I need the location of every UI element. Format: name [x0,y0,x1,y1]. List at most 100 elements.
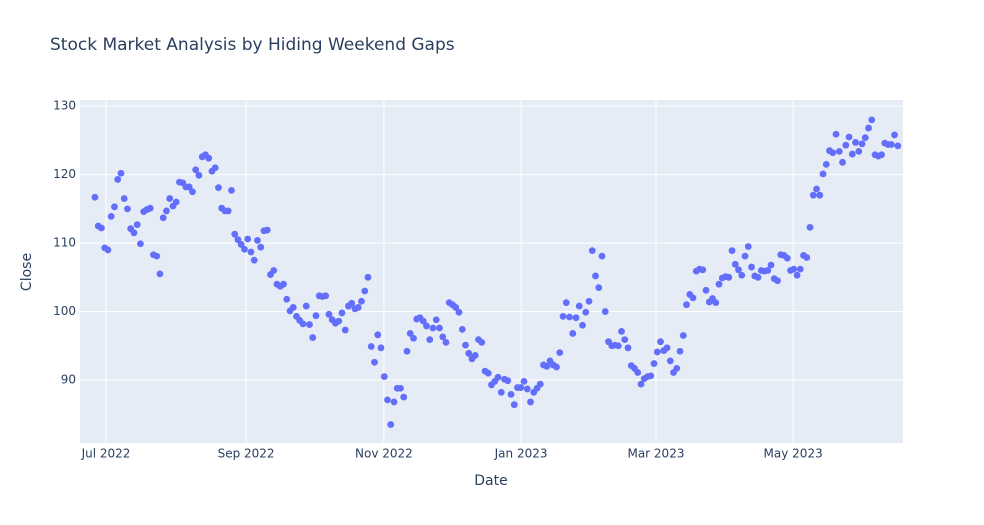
point [582,308,590,316]
point [774,277,781,285]
point [858,140,866,148]
point [410,334,417,342]
point [228,186,235,194]
point [566,313,573,321]
point [367,343,375,350]
x-tick-label: Jul 2022 [81,447,131,461]
point [569,330,577,337]
point [403,347,411,355]
point [527,398,534,406]
point [494,373,502,381]
point [835,147,843,155]
point [302,302,310,310]
point [426,336,434,344]
point [520,377,528,385]
x-axis-title: Date [474,473,507,489]
point [231,230,239,238]
point [244,235,252,243]
point [374,331,382,339]
point [299,320,307,328]
point [280,280,287,288]
point [517,384,525,391]
x-tick-label: Nov 2022 [355,447,413,461]
point [666,357,674,365]
point [728,247,736,255]
point [234,236,242,244]
point [679,332,687,339]
point [572,314,580,322]
point [891,131,898,139]
point [878,151,885,159]
point [195,171,203,179]
point [813,185,820,193]
point [436,324,443,332]
point [689,294,697,302]
point [432,316,440,324]
point [247,248,255,256]
point [803,254,811,261]
point [754,273,762,281]
point [650,360,658,367]
point [832,130,840,138]
point [614,342,622,350]
point [562,299,570,307]
point [673,364,681,372]
point [894,142,902,150]
point [335,317,343,325]
point [364,273,372,281]
point [510,401,518,409]
point [325,310,333,318]
point [354,304,362,311]
point [852,139,859,146]
point [816,191,824,199]
point [263,226,271,234]
point [845,133,853,141]
point [156,270,164,278]
y-tick-label: 120 [53,167,76,181]
y-tick-label: 100 [53,304,76,318]
point [185,183,193,191]
point [715,280,723,288]
point [257,243,265,251]
y-tick-label: 90 [61,373,76,387]
point [104,246,112,254]
point [523,385,531,393]
point [146,204,154,212]
point [111,203,118,211]
x-tick-label: Mar 2023 [627,447,684,461]
point [556,349,564,357]
point [429,324,437,332]
point [585,297,593,305]
marks [91,116,902,428]
point [377,344,385,352]
point [371,358,378,366]
point [683,301,690,309]
grid [80,100,903,443]
point [137,240,144,248]
point [592,272,599,280]
point [172,198,180,206]
point [423,322,430,330]
point [839,158,846,166]
point [270,267,278,274]
point [702,286,710,294]
point [153,252,161,260]
point [543,362,551,370]
point [283,295,291,303]
point [163,207,170,215]
point [621,336,629,344]
point [166,195,174,202]
point [842,141,850,149]
point [601,308,609,315]
point [657,338,664,346]
point [455,308,463,316]
point [725,273,733,281]
point [120,195,128,202]
x-tick-label: Sep 2022 [218,447,275,461]
point [419,317,427,325]
point [215,184,222,192]
point [439,333,447,341]
point [793,271,801,279]
